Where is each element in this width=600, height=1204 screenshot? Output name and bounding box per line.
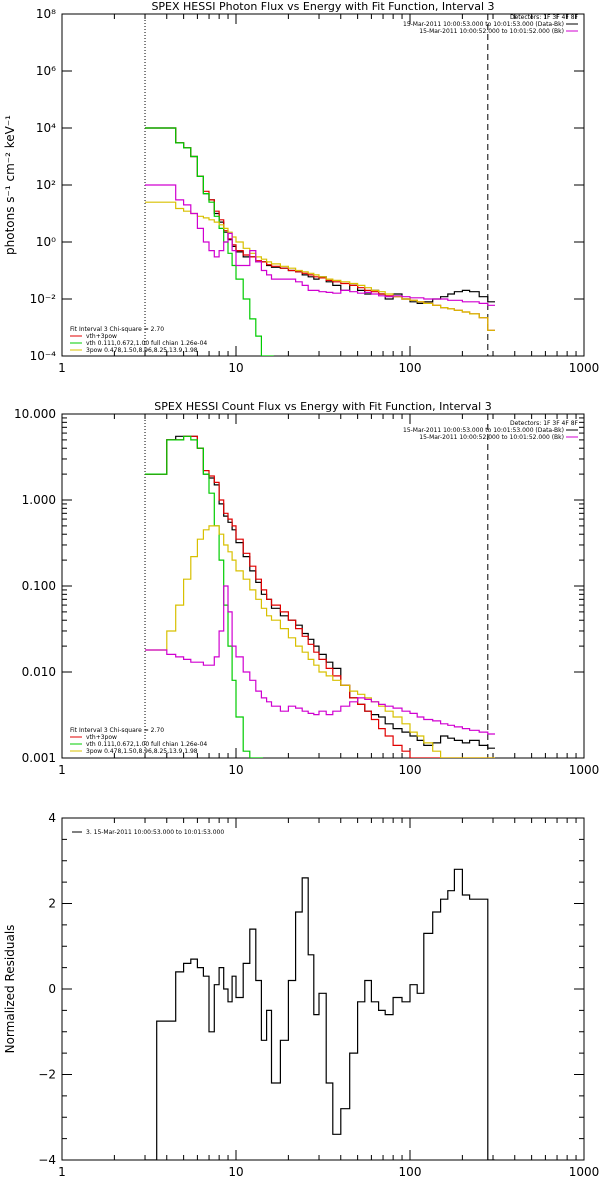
chart-panel-2: SPEX HESSI Count Flux vs Energy with Fit… xyxy=(14,400,599,777)
legend-bottomleft-entry: Fit Interval 3 Chi-square = 2.70 xyxy=(70,727,164,734)
legend-bottomleft-entry: vth 0.111,0.672,1.00 full chian 1.26e-04 xyxy=(86,741,207,748)
y-axis-label: photons s⁻¹ cm⁻² keV⁻¹ xyxy=(3,115,17,255)
y-tick-label: −4 xyxy=(38,1153,56,1167)
x-tick-label: 1 xyxy=(58,361,66,375)
legend-topright-entry: 15-Mar-2011 10:00:53.000 to 10:01:53.000… xyxy=(403,21,564,28)
x-tick-label: 100 xyxy=(399,763,422,777)
y-tick-label: 0.010 xyxy=(22,665,56,679)
x-tick-label: 10 xyxy=(228,763,243,777)
y-tick-label: 10⁻² xyxy=(30,292,57,306)
series-vth-3pow xyxy=(145,435,495,758)
legend-bottomleft-entry: vth 0.111,0.672,1.00 full chian 1.26e-04 xyxy=(86,340,207,347)
y-tick-label: 0.001 xyxy=(22,751,56,765)
chart-panel-3: 1 10 100 1000 −4 −2 0 2 4 Normalized Residuals 3. … xyxy=(3,811,599,1179)
x-tick-label: 1000 xyxy=(569,1165,600,1179)
legend-topright-entry: Detectors: 1F 3F 4F 8F xyxy=(510,14,579,21)
legend-bottomleft-entry: 3pow 0.478,1.50,8.96,8.25,13.9,1.98 xyxy=(86,748,198,755)
series-3pow xyxy=(145,525,495,758)
legend-bottomleft-entry: vth+3pow xyxy=(86,333,117,340)
chart-title: SPEX HESSI Count Flux vs Energy with Fit… xyxy=(154,400,491,413)
y-tick-label: 10⁴ xyxy=(36,121,56,135)
y-axis-label: Normalized Residuals xyxy=(3,925,17,1054)
legend-topleft-entry: 3. 15-Mar-2011 10:00:53.000 to 10:01:53.… xyxy=(86,829,224,836)
chart-title: SPEX HESSI Photon Flux vs Energy with Fi… xyxy=(151,0,494,13)
legend-bottomleft-entry: 3pow 0.478,1.50,8.96,8.25,13.9,1.98 xyxy=(86,347,198,354)
x-tick-label: 10 xyxy=(228,361,243,375)
y-tick-label: 1.000 xyxy=(22,493,56,507)
series-3-15-mar-2011-10-00-53-000-to-10-01-53-000 xyxy=(145,868,495,1160)
y-tick-label: 10⁻⁴ xyxy=(30,349,57,363)
y-tick-label: 0.100 xyxy=(22,579,56,593)
legend-topright-entry: 15-Mar-2011 10:00:52.000 to 10:01:52.000… xyxy=(419,28,564,35)
plot-frame xyxy=(61,817,585,1161)
plot-frame xyxy=(61,13,585,357)
series-vth xyxy=(145,435,263,758)
series-data-bk xyxy=(145,435,495,749)
legend-bottomleft-entry: vth+3pow xyxy=(86,734,117,741)
y-tick-label: 2 xyxy=(48,897,56,911)
y-tick-label: 0 xyxy=(48,982,56,996)
x-tick-label: 100 xyxy=(399,1165,422,1179)
legend-bottomleft-entry: Fit Interval 3 Chi-square = 2.70 xyxy=(70,326,164,333)
x-tick-label: 1000 xyxy=(569,763,600,777)
x-tick-label: 1000 xyxy=(569,361,600,375)
x-tick-label: 100 xyxy=(399,361,422,375)
chart-panel-1: SPEX HESSI Photon Flux vs Energy with Fi… xyxy=(3,0,599,375)
legend-topright-entry: 15-Mar-2011 10:00:52.000 to 10:01:52.000… xyxy=(419,434,564,441)
y-tick-label: 10² xyxy=(36,178,56,192)
series-3pow xyxy=(145,201,495,331)
series-bk xyxy=(145,585,495,735)
x-tick-label: 1 xyxy=(58,763,66,777)
x-tick-label: 1 xyxy=(58,1165,66,1179)
series-vth xyxy=(145,127,274,356)
y-tick-label: 10⁰ xyxy=(36,235,56,249)
y-tick-label: 4 xyxy=(48,811,56,825)
plot-frame xyxy=(61,413,585,759)
legend-topright-entry: Detectors: 1F 3F 4F 8F xyxy=(510,420,579,427)
y-tick-label: 10⁶ xyxy=(36,64,56,78)
y-tick-label: 10.000 xyxy=(14,407,56,421)
series-bk xyxy=(145,184,495,306)
x-tick-label: 10 xyxy=(228,1165,243,1179)
y-tick-label: 10⁸ xyxy=(36,7,56,21)
legend-topright-entry: 15-Mar-2011 10:00:53.000 to 10:01:53.000… xyxy=(403,427,564,434)
y-tick-label: −2 xyxy=(38,1068,56,1082)
